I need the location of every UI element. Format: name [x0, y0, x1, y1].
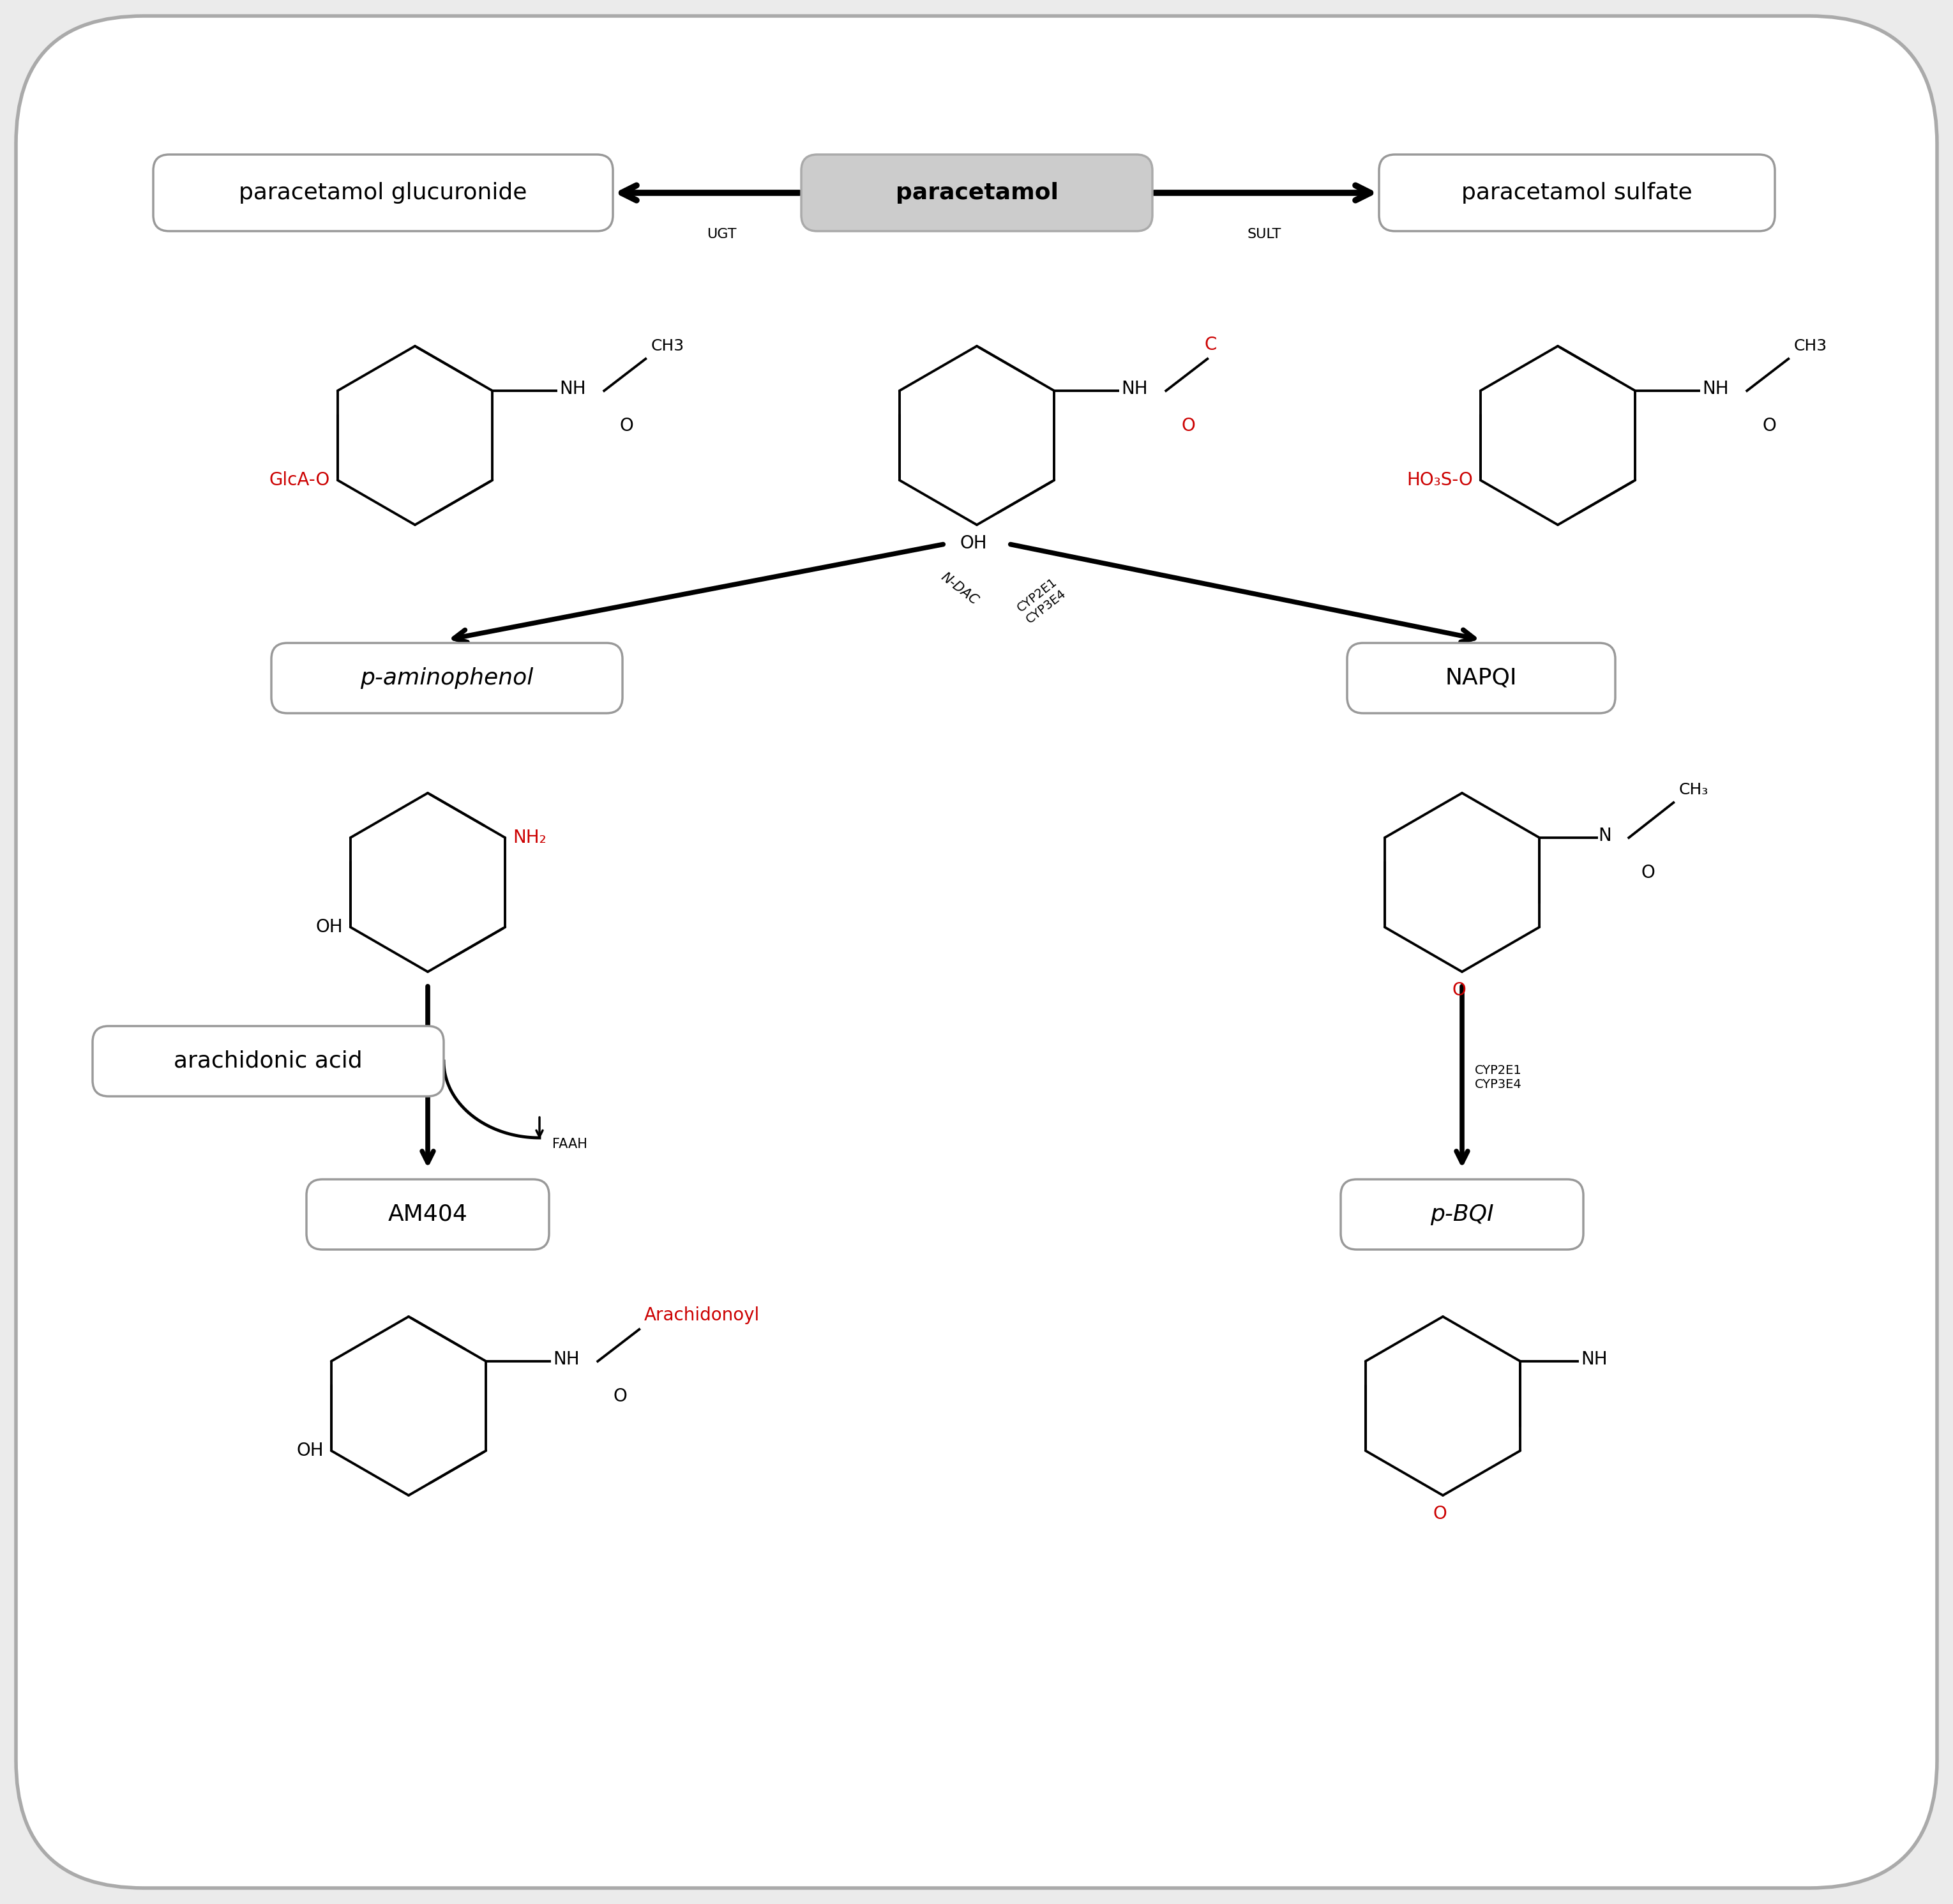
Text: HO₃S-O: HO₃S-O: [1406, 470, 1473, 489]
Text: CYP2E1
CYP3E4: CYP2E1 CYP3E4: [1016, 575, 1068, 626]
Text: AM404: AM404: [389, 1203, 467, 1226]
Text: C: C: [1205, 335, 1217, 354]
FancyBboxPatch shape: [16, 15, 1937, 1889]
Text: paracetamol glucuronide: paracetamol glucuronide: [238, 183, 527, 204]
Text: O: O: [1182, 417, 1195, 434]
Text: N-DAC: N-DAC: [939, 571, 980, 607]
Text: OH: OH: [961, 535, 986, 552]
Text: O: O: [1451, 981, 1467, 1000]
Text: NH₂: NH₂: [514, 828, 547, 847]
Text: CYP2E1
CYP3E4: CYP2E1 CYP3E4: [1475, 1064, 1521, 1091]
FancyBboxPatch shape: [801, 154, 1152, 230]
Text: Arachidonoyl: Arachidonoyl: [644, 1306, 760, 1325]
FancyBboxPatch shape: [307, 1179, 549, 1249]
Text: N: N: [1598, 826, 1611, 845]
Text: paracetamol: paracetamol: [896, 183, 1059, 204]
FancyBboxPatch shape: [152, 154, 613, 230]
FancyBboxPatch shape: [1379, 154, 1775, 230]
Text: CH3: CH3: [1793, 339, 1826, 354]
FancyBboxPatch shape: [271, 644, 623, 714]
Text: O: O: [1641, 864, 1654, 882]
Text: NH: NH: [1121, 381, 1148, 398]
Text: paracetamol sulfate: paracetamol sulfate: [1461, 183, 1693, 204]
Text: NH: NH: [1580, 1350, 1607, 1369]
Text: CH₃: CH₃: [1680, 783, 1709, 798]
Text: CH3: CH3: [650, 339, 684, 354]
FancyBboxPatch shape: [1340, 1179, 1584, 1249]
Text: OH: OH: [316, 918, 342, 937]
Text: p-aminophenol: p-aminophenol: [359, 666, 533, 689]
Text: UGT: UGT: [707, 228, 736, 240]
Text: SULT: SULT: [1248, 228, 1281, 240]
Text: GlcA-O: GlcA-O: [270, 470, 330, 489]
Text: NAPQI: NAPQI: [1445, 666, 1517, 689]
FancyBboxPatch shape: [92, 1026, 443, 1097]
Text: FAAH: FAAH: [553, 1139, 588, 1150]
Text: p-BQI: p-BQI: [1430, 1203, 1494, 1226]
Text: NH: NH: [553, 1350, 580, 1369]
Text: O: O: [1762, 417, 1775, 434]
Text: NH: NH: [1703, 381, 1728, 398]
Text: O: O: [1434, 1504, 1447, 1523]
Text: OH: OH: [297, 1441, 324, 1460]
Text: O: O: [613, 1388, 627, 1405]
FancyBboxPatch shape: [1348, 644, 1615, 714]
Text: NH: NH: [559, 381, 586, 398]
Text: arachidonic acid: arachidonic acid: [174, 1051, 363, 1072]
Text: O: O: [619, 417, 633, 434]
